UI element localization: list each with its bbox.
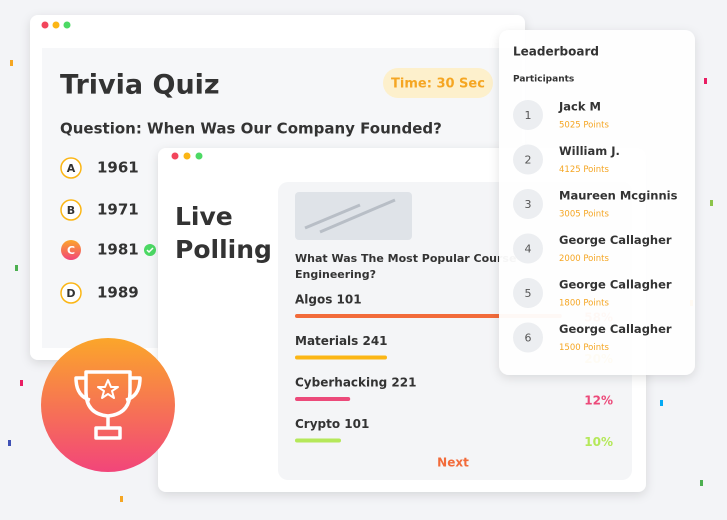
participant-points: 4125 Points	[559, 165, 609, 175]
poll-bar	[295, 355, 387, 360]
confetti	[8, 60, 713, 502]
option-text: 1971	[97, 201, 139, 219]
rank: 6	[525, 332, 532, 345]
participant-points: 5025 Points	[559, 121, 609, 131]
poll-option: Crypto 101	[295, 417, 369, 431]
rank: 3	[525, 198, 532, 211]
check-mark	[146, 247, 154, 254]
rank-circle	[513, 233, 543, 264]
participant-name: George Callagher	[559, 278, 672, 292]
participant-points: 3005 Points	[559, 210, 609, 220]
participant-name: Jack M	[558, 100, 601, 114]
poll-percent: 10%	[584, 435, 613, 449]
poll-option: Cyberhacking 221	[295, 376, 416, 390]
option-circle	[60, 282, 82, 304]
poll-bar	[295, 314, 562, 318]
poll-question: What Was The Most Popular Course In	[295, 252, 532, 265]
leaderboard: Leaderboard Participants 1 Jack M 5025 Poi…	[499, 30, 695, 375]
poll-question: Engineering?	[295, 268, 376, 281]
trophy-badge	[41, 338, 175, 472]
rank-circle	[513, 322, 543, 353]
participant-points: 1800 Points	[559, 299, 609, 309]
poll-option: Materials 241	[295, 334, 388, 348]
option-letter: D	[66, 287, 75, 300]
quiz-question: Question: When Was Our Company Founded?	[60, 120, 442, 138]
timer: Time: 30 Sec	[391, 77, 485, 92]
option-text: 1989	[97, 284, 139, 302]
poll-title: Live	[175, 202, 233, 231]
rank: 4	[525, 243, 532, 256]
rank-circle	[513, 278, 543, 308]
poll-percent: 12%	[584, 394, 613, 408]
option-letter: A	[67, 162, 76, 175]
option-circle	[60, 157, 82, 179]
poll-option: Algos 101	[295, 293, 362, 307]
participant-name: William J.	[559, 144, 620, 158]
poll-bar	[295, 438, 341, 443]
leaderboard-subtitle: Participants	[513, 75, 574, 85]
option-letter: B	[67, 204, 75, 217]
rank: 1	[525, 109, 532, 122]
next-button[interactable]: Next	[437, 456, 469, 470]
option-circle	[61, 240, 81, 260]
participant-points: 1500 Points	[559, 343, 609, 353]
leaderboard-title: Leaderboard	[513, 45, 599, 59]
quiz-title: Trivia Quiz	[60, 70, 220, 101]
rank-circle	[513, 189, 543, 219]
participant-name: Maureen Mcginnis	[559, 189, 678, 203]
participant-points: 2000 Points	[559, 254, 609, 264]
option-text: 1981	[97, 241, 139, 259]
poll-title: Polling	[175, 235, 272, 264]
option-text: 1961	[97, 159, 139, 177]
rank-circle	[513, 144, 543, 175]
rank-circle	[513, 100, 543, 130]
option-letter: C	[67, 244, 75, 257]
poll-bar	[295, 397, 351, 401]
participant-name: George Callagher	[559, 233, 672, 247]
participant-name: George Callagher	[559, 322, 672, 336]
rank: 2	[525, 154, 532, 167]
option-circle	[60, 199, 82, 221]
rank: 5	[525, 287, 532, 300]
